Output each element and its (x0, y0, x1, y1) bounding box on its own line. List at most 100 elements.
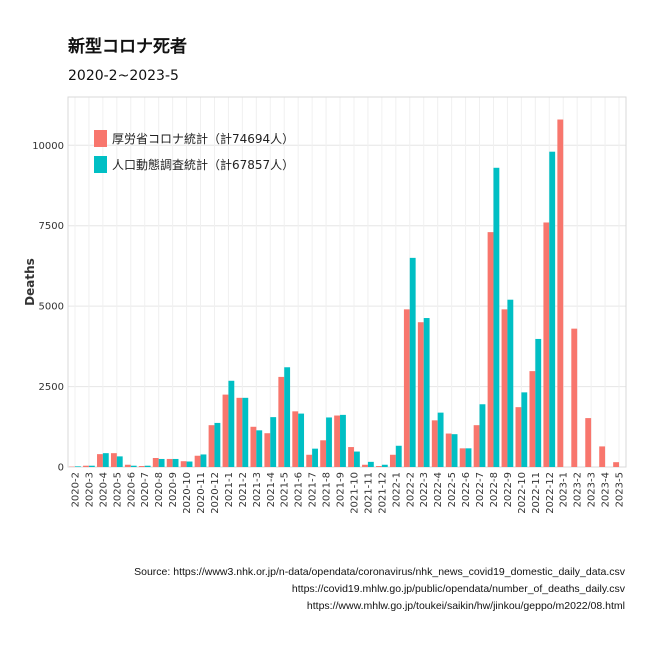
x-tick-label: 2021-8 (322, 472, 333, 507)
x-tick-label: 2022-4 (433, 472, 444, 507)
bar (138, 466, 145, 467)
bar (417, 322, 424, 467)
bar (208, 425, 215, 467)
bar (144, 465, 151, 467)
x-tick-label: 2020-10 (182, 472, 193, 514)
bar (571, 328, 578, 467)
x-tick-label: 2021-9 (336, 472, 347, 507)
bar (493, 167, 500, 468)
bar (334, 415, 341, 467)
x-tick-label: 2022-10 (517, 472, 528, 514)
y-tick-label: 0 (58, 463, 64, 474)
bar (172, 458, 179, 467)
x-tick-label: 2020-2 (70, 472, 81, 507)
x-tick-label: 2022-9 (503, 472, 514, 507)
y-tick-label: 2500 (39, 382, 64, 393)
gridlines (68, 97, 626, 468)
x-tick-label: 2021-6 (294, 472, 305, 507)
bar (395, 445, 402, 467)
x-tick-label: 2022-6 (461, 472, 472, 507)
bar (515, 407, 522, 467)
source-line: Source: https://www3.nhk.or.jp/n-data/op… (134, 566, 625, 578)
bar (158, 458, 165, 467)
x-tick-label: 2022-11 (531, 472, 542, 514)
bar (376, 466, 382, 467)
x-tick-label: 2021-1 (224, 472, 235, 507)
bar (74, 466, 81, 467)
x-tick-label: 2021-3 (252, 472, 263, 507)
legend-label-vital: 人口動態調査統計（計67857人） (112, 157, 294, 172)
bar (116, 456, 123, 467)
source-note: Source: https://www3.nhk.or.jp/n-data/op… (65, 564, 625, 615)
bar (166, 458, 173, 467)
bar (284, 367, 291, 467)
bar (423, 318, 430, 467)
bar (180, 461, 187, 467)
x-tick-label: 2021-7 (308, 472, 319, 507)
bar (451, 434, 458, 467)
x-tick-label: 2021-11 (363, 472, 374, 514)
bar (320, 440, 327, 467)
x-tick-label: 2023-5 (615, 472, 626, 507)
bar (214, 422, 221, 467)
bar (409, 257, 416, 467)
bar (403, 309, 410, 467)
bar (521, 392, 528, 467)
x-tick-label: 2021-5 (280, 472, 291, 507)
bar (130, 465, 137, 467)
legend-swatch-vital (94, 156, 107, 173)
x-tick-label: 2020-6 (126, 472, 137, 507)
chart-subtitle: 2020-2~2023-5 (68, 68, 179, 84)
source-line: https://www.mhlw.go.jp/toukei/saikin/hw/… (306, 600, 625, 612)
bar (264, 433, 271, 467)
bar (298, 413, 305, 467)
x-tick-label: 2021-12 (377, 472, 388, 514)
bar (110, 453, 117, 467)
bar (431, 420, 438, 467)
bar (549, 151, 556, 467)
x-tick-label: 2020-3 (84, 472, 95, 507)
bar (459, 448, 466, 467)
bar (445, 433, 452, 467)
bar (479, 404, 486, 467)
x-tick-label: 2022-2 (405, 472, 416, 507)
bar (326, 417, 332, 467)
bar (256, 430, 263, 467)
legend: 厚労省コロナ統計（計74694人） 人口動態調査統計（計67857人） (94, 130, 294, 173)
x-tick-label: 2022-12 (545, 472, 556, 514)
bar (200, 454, 207, 467)
bar (292, 411, 299, 467)
bar (543, 222, 550, 467)
bar (535, 338, 542, 467)
bar (83, 465, 89, 467)
x-tick-label: 2020-4 (98, 472, 109, 507)
bar (473, 425, 480, 467)
bars (69, 119, 620, 468)
bar (312, 448, 318, 467)
y-axis-ticks: 0 2500 5000 7500 10000 (32, 141, 64, 474)
x-tick-label: 2020-11 (196, 472, 207, 514)
bar (437, 412, 444, 467)
bar (250, 426, 257, 467)
x-tick-label: 2023-4 (601, 472, 612, 507)
bar (487, 232, 494, 467)
bar (97, 454, 103, 467)
legend-swatch-moh (94, 130, 107, 147)
bar (465, 448, 472, 467)
y-axis-label: Deaths (23, 258, 37, 306)
bar (381, 464, 388, 467)
bar (613, 462, 620, 467)
bar (362, 464, 368, 467)
x-tick-label: 2023-3 (587, 472, 598, 507)
bar (278, 376, 285, 467)
x-axis-ticks: 2020-2 2020-3 2020-4 2020-5 2020-6 2020-7 2020… (70, 472, 625, 514)
x-tick-label: 2022-7 (475, 472, 486, 507)
y-tick-label: 7500 (39, 221, 64, 232)
chart-title: 新型コロナ死者 (68, 36, 187, 57)
x-tick-label: 2020-7 (140, 472, 151, 507)
plot-border (67, 96, 627, 468)
x-tick-label: 2022-8 (489, 472, 500, 507)
bar (389, 454, 396, 467)
bar (306, 454, 313, 467)
